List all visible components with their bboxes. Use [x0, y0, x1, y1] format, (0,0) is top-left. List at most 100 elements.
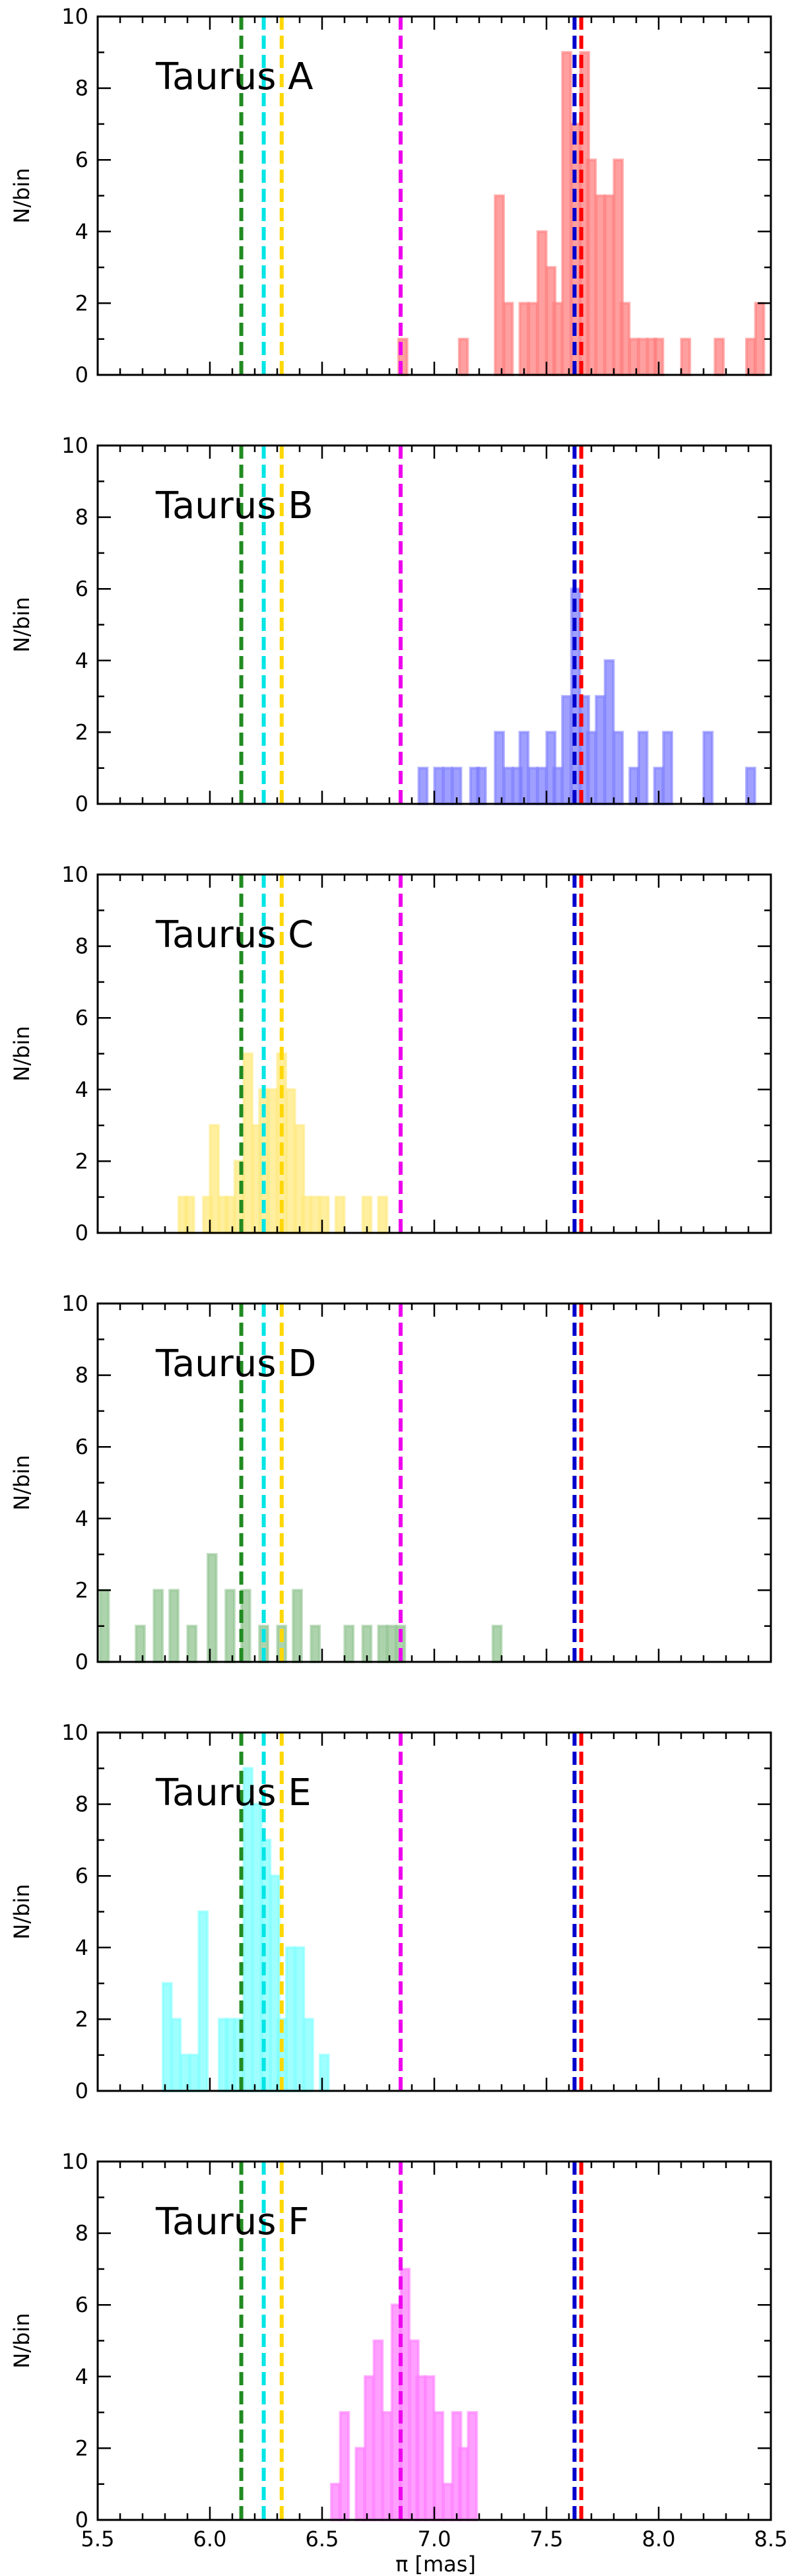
histogram-bar: [381, 2411, 393, 2522]
histogram-bar: [334, 1195, 346, 1234]
x-tick-label: 6.5: [306, 2526, 339, 2552]
panel-title: Taurus B: [155, 484, 314, 527]
histogram-bar: [152, 1589, 164, 1663]
y-tick-label: 10: [61, 1720, 88, 1745]
histogram-bar: [595, 194, 606, 376]
x-tick-label: 6.0: [193, 2526, 227, 2552]
histogram-bar: [188, 2053, 200, 2092]
histogram-bar: [285, 1088, 296, 1235]
histogram-bar: [170, 2018, 182, 2092]
histogram-bar: [310, 1195, 321, 1234]
x-tick-label: 5.5: [81, 2526, 115, 2552]
histogram-bar: [502, 766, 514, 805]
histogram-bar: [637, 731, 649, 806]
histogram-bar: [343, 1624, 355, 1663]
histogram-bar: [224, 2018, 236, 2092]
histogram-bar: [424, 2375, 436, 2522]
histogram-bar: [377, 1624, 389, 1663]
histogram-bar: [242, 1767, 254, 2093]
y-tick-label: 4: [75, 1506, 88, 1531]
histogram-bar: [536, 230, 548, 376]
y-tick-label: 10: [61, 4, 88, 29]
histogram-bar: [339, 2411, 350, 2522]
histogram-bar: [242, 1052, 254, 1234]
y-axis-label: N/bin: [9, 1026, 34, 1081]
y-tick-label: 6: [75, 2292, 88, 2317]
histogram-bar: [354, 2447, 366, 2521]
histogram-bar: [442, 2482, 453, 2521]
histogram-bar: [536, 766, 548, 805]
histogram-bar: [713, 337, 725, 377]
histogram-bar: [197, 1910, 209, 2092]
histogram-bar: [457, 2447, 469, 2521]
histogram-bar: [303, 2018, 314, 2092]
y-tick-label: 8: [75, 1363, 88, 1388]
histogram-bar: [527, 302, 539, 376]
y-tick-label: 0: [75, 1220, 88, 1245]
histogram-bar: [162, 1982, 173, 2093]
histogram-bar: [680, 337, 692, 377]
histogram-bar: [702, 731, 714, 806]
histogram-bar: [417, 766, 429, 805]
x-tick-label: 7.0: [418, 2526, 451, 2552]
histogram-bar: [292, 1589, 303, 1663]
y-tick-label: 0: [75, 362, 88, 387]
y-tick-label: 6: [75, 1434, 88, 1459]
panel-title: Taurus D: [155, 1342, 316, 1385]
panels-layer: 0 2 4 6 8 10 N/bin Taurus A 0 2 4 6 8 10 N/bin Taurus B…: [9, 4, 787, 2552]
histogram-panel: 0 2 4 6 8 10 N/bin Taurus F 5.5 6.0 6.5 7.0 7.5 8.0 8.…: [9, 2149, 787, 2552]
histogram-bar: [502, 302, 514, 376]
histogram-bar: [518, 302, 530, 376]
histogram-bar: [209, 1124, 220, 1234]
y-tick-label: 10: [61, 1291, 88, 1316]
y-axis-label: N/bin: [9, 1455, 34, 1510]
y-tick-label: 10: [61, 433, 88, 458]
y-tick-label: 4: [75, 1935, 88, 1960]
histogram-panel: 0 2 4 6 8 10 N/bin Taurus A: [9, 4, 772, 387]
y-tick-label: 2: [75, 2006, 88, 2031]
histogram-bar: [168, 1589, 180, 1663]
x-tick-label: 7.5: [530, 2526, 564, 2552]
histogram-bar: [491, 1624, 503, 1663]
histogram-bar: [310, 1624, 321, 1663]
histogram-bar: [267, 1088, 279, 1235]
y-tick-label: 4: [75, 2364, 88, 2389]
y-tick-label: 0: [75, 1649, 88, 1674]
y-tick-label: 2: [75, 1148, 88, 1173]
histogram-bar: [662, 731, 674, 806]
y-tick-label: 2: [75, 290, 88, 315]
histogram-bar: [364, 2375, 375, 2522]
y-tick-label: 10: [61, 2149, 88, 2174]
histogram-bar: [552, 302, 564, 376]
histogram-bar: [377, 1195, 389, 1234]
panel-title: Taurus E: [155, 1771, 312, 1814]
y-tick-label: 8: [75, 934, 88, 959]
y-axis-label: N/bin: [9, 1884, 34, 1939]
histogram-bar: [457, 337, 469, 377]
panel-title: Taurus F: [155, 2200, 309, 2243]
histogram-bar: [433, 766, 445, 805]
y-axis-label: N/bin: [9, 2313, 34, 2368]
histogram-bar: [518, 731, 530, 806]
y-tick-label: 0: [75, 791, 88, 816]
y-tick-label: 6: [75, 576, 88, 601]
histogram-bar: [251, 1802, 263, 2093]
x-tick-label: 8.5: [754, 2526, 788, 2552]
histogram-bar: [186, 1624, 198, 1663]
y-tick-label: 0: [75, 2078, 88, 2103]
y-tick-label: 4: [75, 1077, 88, 1102]
y-tick-label: 2: [75, 719, 88, 744]
histogram-bar: [527, 766, 539, 805]
x-tick-label: 8.0: [642, 2526, 676, 2552]
y-tick-label: 8: [75, 1792, 88, 1817]
histogram-bar: [585, 158, 597, 376]
y-tick-label: 4: [75, 648, 88, 673]
panel-title: Taurus A: [155, 55, 314, 98]
histogram-bar: [224, 1589, 236, 1663]
histogram-bar: [585, 731, 597, 806]
histogram-bar: [372, 2339, 384, 2521]
histogram-bar: [603, 194, 615, 376]
histogram-bar: [207, 1553, 218, 1664]
histogram-bar: [442, 766, 453, 805]
histogram-bar: [561, 51, 572, 377]
